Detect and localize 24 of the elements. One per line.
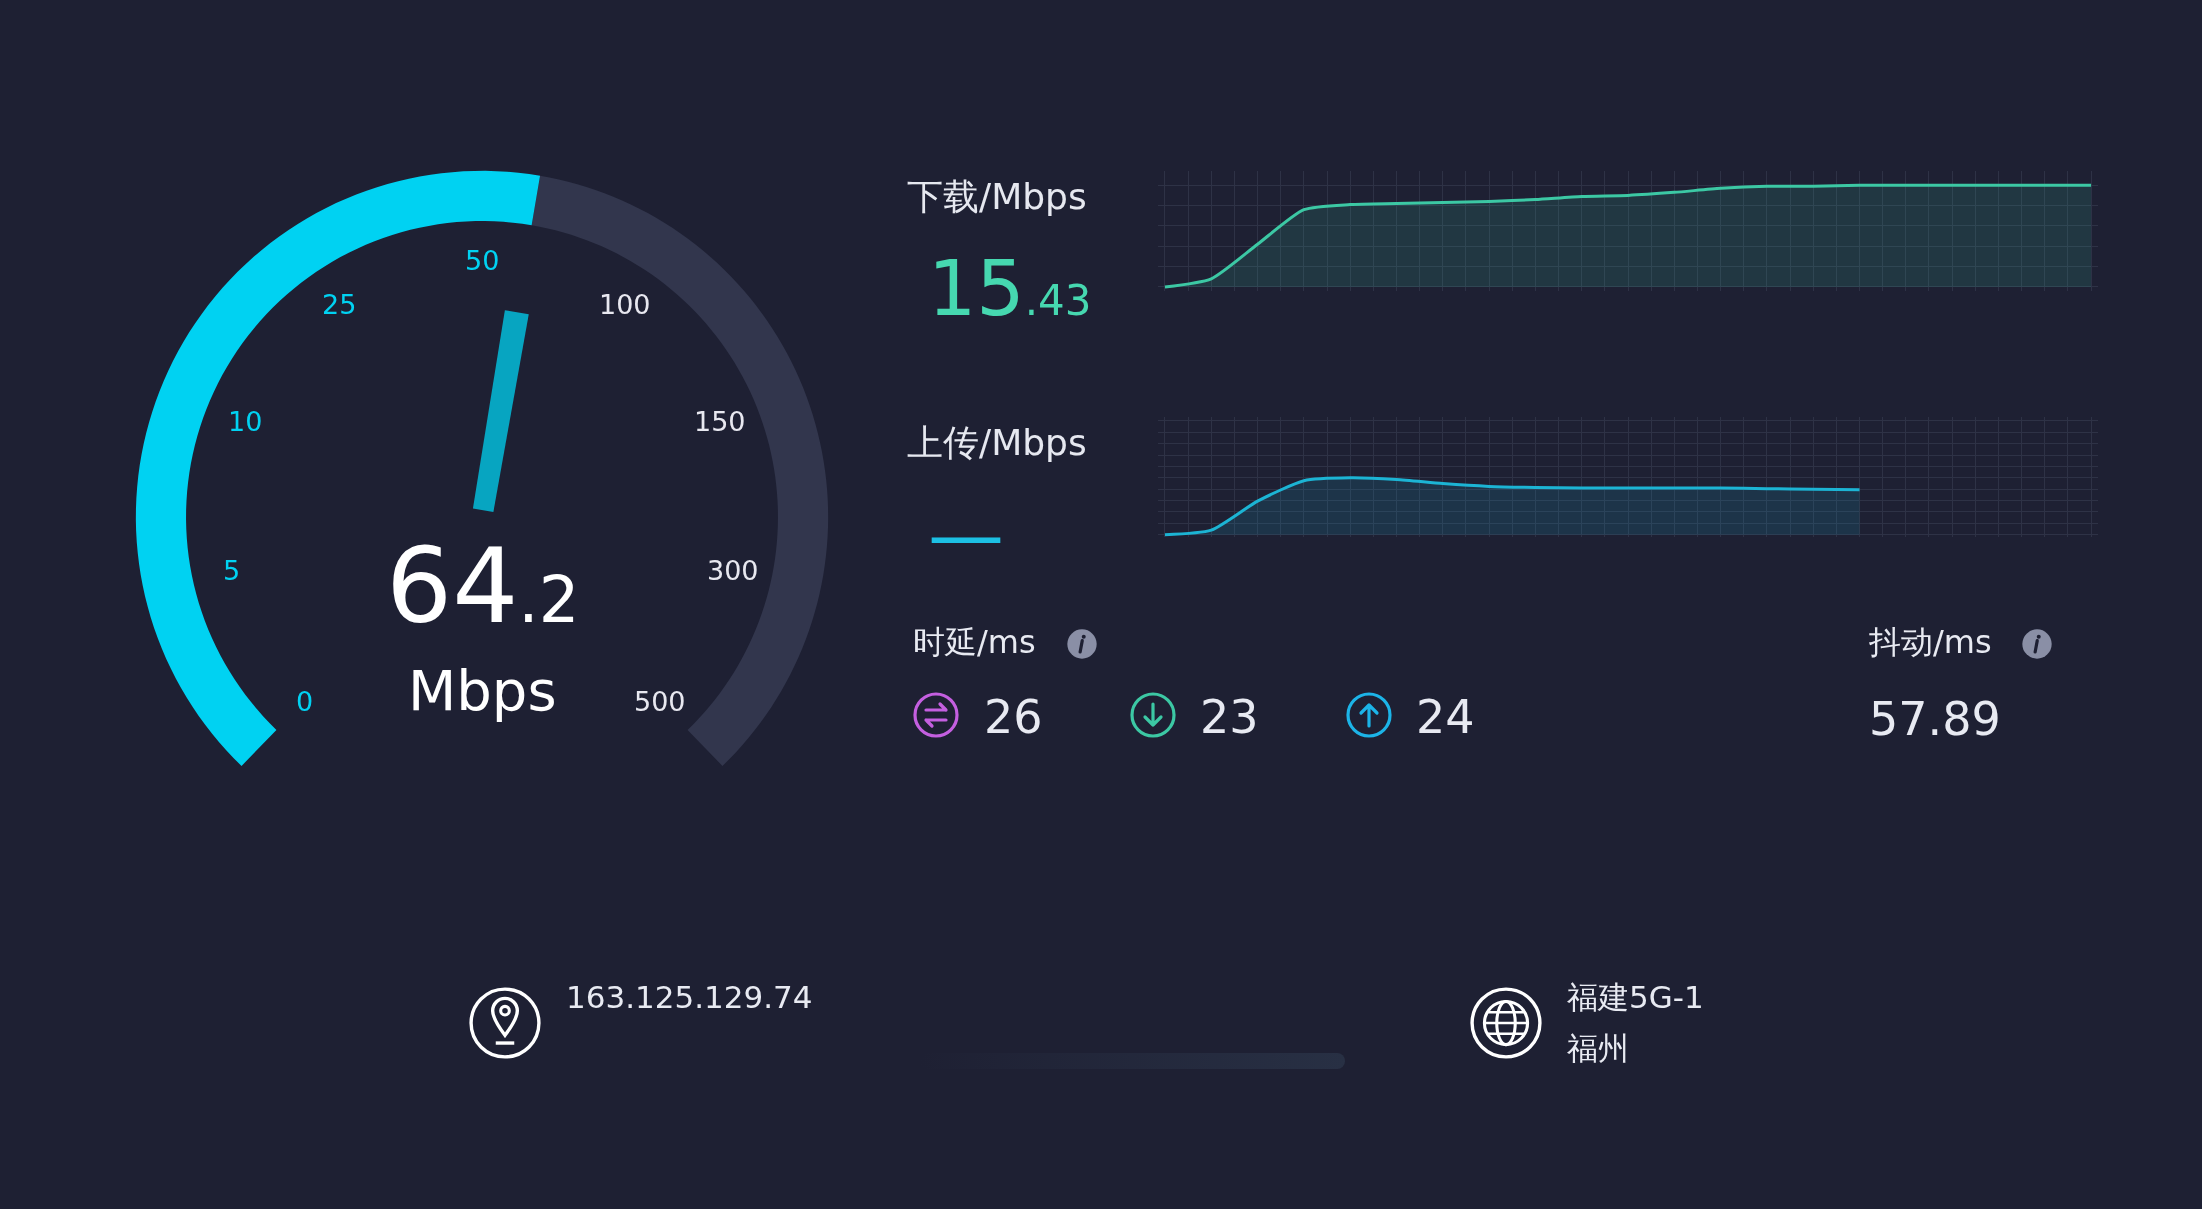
- text: 15.43: [928, 244, 1092, 333]
- text: Mbps: [408, 658, 557, 723]
- text: 福建5G-1: [1567, 978, 1704, 1015]
- category-label: 25: [322, 289, 357, 320]
- text: 23: [1200, 690, 1259, 744]
- chart-title: 下载/Mbps: [907, 175, 1087, 219]
- category-label: 500: [634, 686, 686, 717]
- chart-title: 上传/Mbps: [907, 421, 1087, 465]
- text: 163.125.129.74: [566, 978, 813, 1015]
- category-label: 300: [707, 555, 759, 586]
- text: 57.89: [1869, 692, 2001, 746]
- category-label: 10: [228, 406, 263, 437]
- category-label: 5: [223, 555, 241, 586]
- category-label: 0: [296, 686, 314, 717]
- text: 64.2: [386, 525, 580, 647]
- category-label: 50: [465, 245, 500, 276]
- text: 福州: [1567, 1029, 1629, 1066]
- text: 时延/ms: [913, 623, 1036, 661]
- text: 24: [1416, 690, 1475, 744]
- text: 抖动/ms: [1869, 623, 1992, 661]
- category-label: 100: [599, 289, 651, 320]
- text: 26: [984, 690, 1043, 744]
- category-label: 150: [694, 406, 746, 437]
- text: —: [928, 490, 1004, 579]
